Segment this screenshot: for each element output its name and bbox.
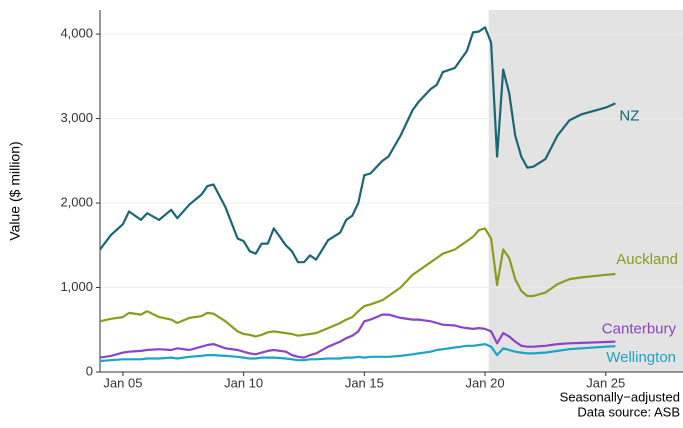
shaded-region <box>488 10 683 372</box>
x-tick-label: Jan 25 <box>586 375 625 390</box>
y-axis-label: Value ($ million) <box>7 141 23 240</box>
y-tick-label: 2,000 <box>60 194 93 209</box>
y-tick-label: 4,000 <box>60 26 93 41</box>
y-tick-label: 0 <box>86 363 93 378</box>
series-label: Canterbury <box>602 321 677 338</box>
series-label: Auckland <box>616 251 678 268</box>
series-label: Wellington <box>606 349 676 366</box>
series-line <box>99 26 616 264</box>
caption: Data source: ASB <box>577 404 680 419</box>
x-tick-label: Jan 05 <box>103 375 142 390</box>
x-tick-label: Jan 15 <box>345 375 384 390</box>
series-line <box>99 227 616 338</box>
y-tick-label: 3,000 <box>60 110 93 125</box>
caption: Seasonally−adjusted <box>560 389 680 404</box>
y-tick-label: 1,000 <box>60 279 93 294</box>
x-tick-label: Jan 10 <box>224 375 263 390</box>
series-line <box>99 343 616 363</box>
x-tick-label: Jan 20 <box>466 375 505 390</box>
series-line <box>99 313 616 359</box>
series-label: NZ <box>619 107 639 124</box>
